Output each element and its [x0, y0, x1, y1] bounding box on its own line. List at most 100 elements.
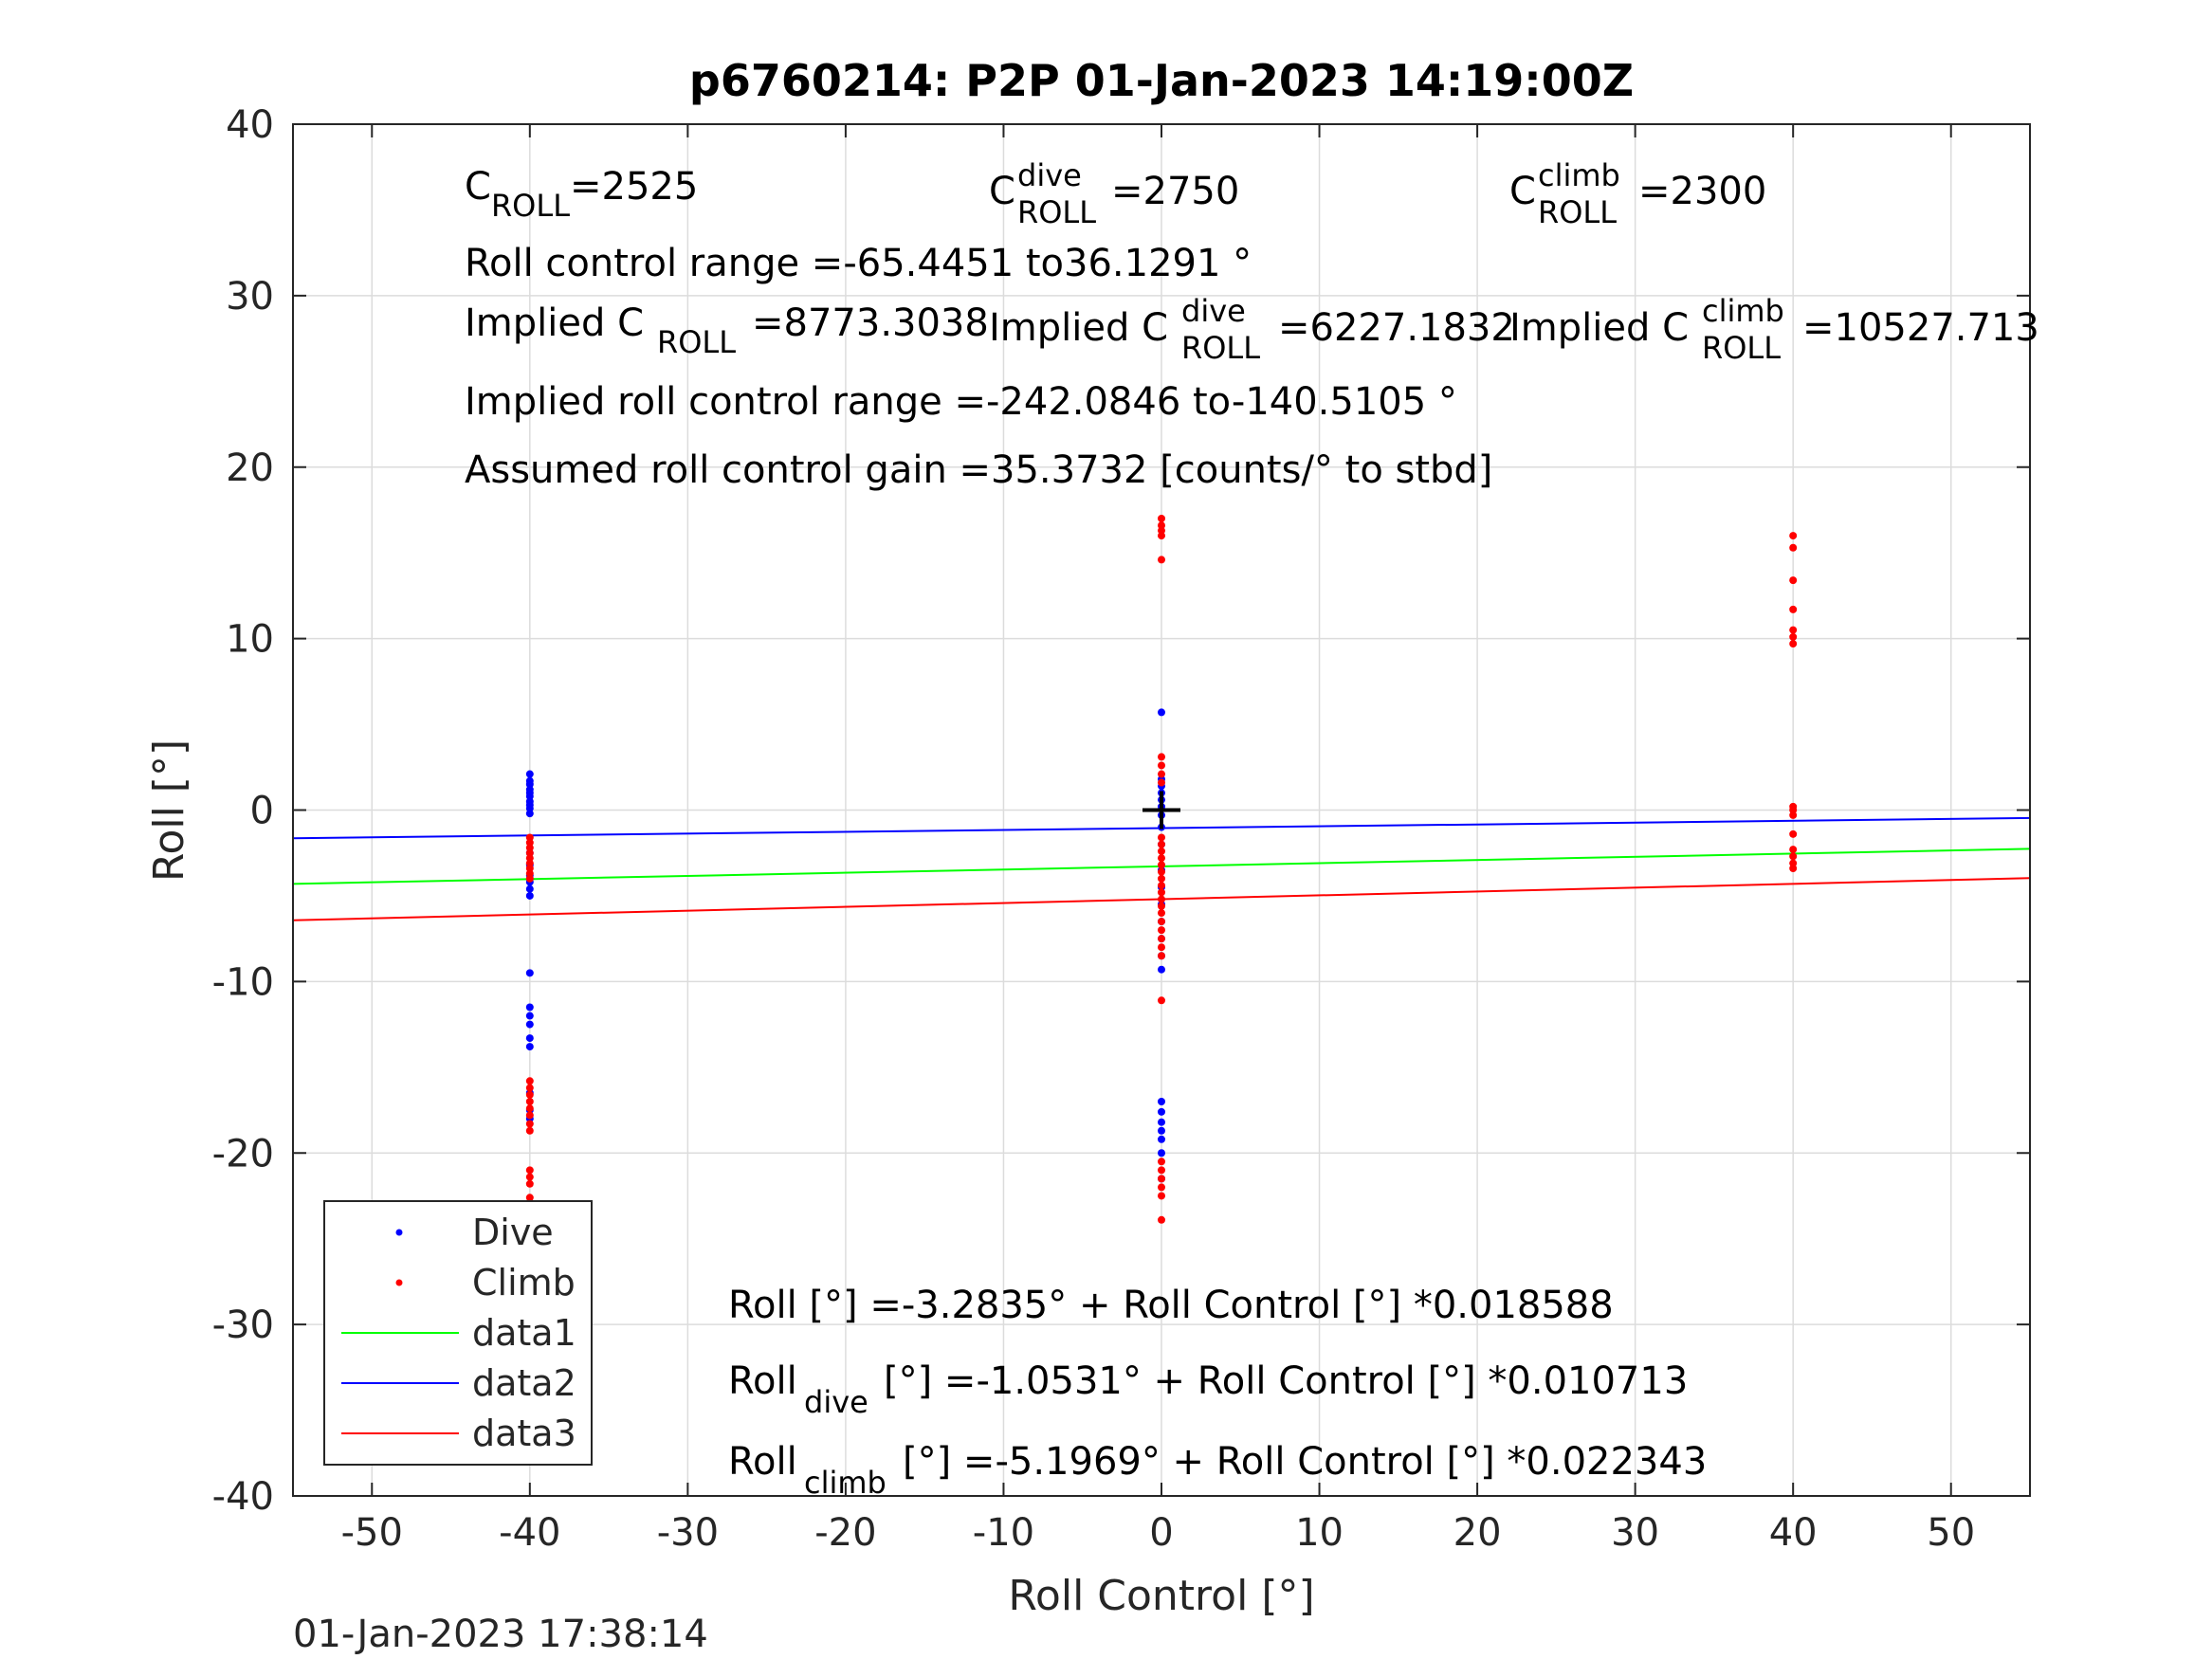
legend-label-data3: data3: [472, 1413, 576, 1454]
point-climb: [525, 1166, 534, 1175]
annotation-c-roll-climb: Cclimb ROLL =2300: [1509, 157, 1766, 230]
point-climb: [525, 1179, 534, 1188]
point-climb: [525, 1077, 534, 1085]
point-dive: [1158, 1149, 1165, 1158]
chart-title: p6760214: P2P 01-Jan-2023 14:19:00Z: [689, 55, 1634, 106]
annotation-c-roll: CROLL=2525: [465, 165, 698, 224]
point-climb: [1789, 852, 1798, 861]
point-climb: [1789, 830, 1798, 838]
point-dive: [525, 770, 534, 778]
center-marker: [1143, 791, 1180, 830]
point-dive: [1158, 1097, 1165, 1105]
point-dive: [525, 884, 534, 893]
point-climb: [525, 1120, 534, 1128]
point-climb: [1158, 532, 1165, 540]
point-dive: [1158, 1135, 1165, 1143]
point-dive: [525, 969, 534, 977]
point-climb: [1158, 952, 1165, 960]
point-climb: [1158, 902, 1165, 910]
annotation-roll-range: Roll control range =-65.4451 to36.1291 °: [465, 242, 1252, 285]
point-climb: [1158, 1192, 1165, 1200]
point-climb: [525, 1126, 534, 1135]
point-climb: [1158, 833, 1165, 842]
legend-label-data2: data2: [472, 1362, 576, 1404]
point-climb: [1789, 605, 1798, 613]
point-climb: [1158, 888, 1165, 897]
y-tick-label: 10: [226, 618, 274, 662]
point-climb: [1158, 1166, 1165, 1175]
x-tick-label: -20: [814, 1511, 876, 1555]
point-climb: [1789, 864, 1798, 872]
legend-label-dive: Dive: [472, 1212, 554, 1253]
x-tick-label: -40: [499, 1511, 560, 1555]
timestamp: 01-Jan-2023 17:38:14: [293, 1613, 708, 1656]
x-tick-label: 50: [1927, 1511, 1975, 1555]
point-climb: [1789, 846, 1798, 854]
point-dive: [525, 1043, 534, 1051]
point-climb: [1158, 874, 1165, 883]
point-dive: [525, 1034, 534, 1043]
point-climb: [525, 1084, 534, 1092]
fit-equation-climb: Roll climb [°] =-5.1969° + Roll Control [°…: [728, 1440, 1707, 1501]
point-climb: [1158, 847, 1165, 855]
legend-label-data1: data1: [472, 1312, 576, 1354]
legend-label-climb: Climb: [472, 1262, 576, 1304]
axes-box: [292, 123, 2031, 1497]
point-climb: [525, 1090, 534, 1099]
point-climb: [1158, 515, 1165, 523]
point-climb: [525, 1104, 534, 1113]
point-climb: [1789, 576, 1798, 585]
point-climb: [1158, 996, 1165, 1005]
point-climb: [1158, 882, 1165, 890]
point-dive: [525, 810, 534, 818]
point-climb: [1158, 861, 1165, 869]
point-climb: [1158, 854, 1165, 863]
point-dive: [1158, 965, 1165, 974]
x-tick-label: -30: [657, 1511, 719, 1555]
x-tick-label: 10: [1295, 1511, 1344, 1555]
legend-swatch-dive: [395, 1229, 403, 1236]
point-climb: [525, 1173, 534, 1181]
point-climb: [1158, 770, 1165, 778]
point-climb: [525, 874, 534, 883]
y-tick-label: -20: [212, 1132, 274, 1176]
point-climb: [1158, 556, 1165, 564]
annotation-implied-c-roll: Implied C ROLL =8773.3038: [465, 301, 989, 360]
point-climb: [1158, 943, 1165, 952]
point-climb: [1158, 840, 1165, 848]
y-tick-label: -30: [212, 1304, 274, 1347]
y-tick-label: 30: [226, 275, 274, 319]
point-climb: [525, 1097, 534, 1105]
point-climb: [1158, 1158, 1165, 1166]
point-climb: [1158, 1215, 1165, 1224]
point-climb: [1789, 543, 1798, 552]
point-climb: [1158, 895, 1165, 903]
point-dive: [1158, 708, 1165, 717]
y-tick-label: 20: [226, 447, 274, 490]
y-tick-label: -10: [212, 960, 274, 1004]
x-tick-label: 20: [1453, 1511, 1502, 1555]
point-climb: [1158, 778, 1165, 787]
x-tick-label: -50: [341, 1511, 403, 1555]
legend-swatch-climb: [395, 1279, 403, 1286]
y-tick-label: -40: [212, 1475, 274, 1519]
point-dive: [1158, 1126, 1165, 1135]
point-climb: [1789, 532, 1798, 540]
point-climb: [1158, 761, 1165, 770]
point-dive: [1158, 1107, 1165, 1116]
y-tick-label: 0: [250, 790, 274, 833]
point-climb: [1158, 935, 1165, 943]
fit-equation-all: Roll [°] =-3.2835° + Roll Control [°] *0…: [728, 1284, 1614, 1327]
tick-labels: -50 -40 -30 -20 -10 0 10 20 30 40 50 -40 -30 -20 -10 0 1…: [212, 103, 1976, 1555]
point-dive: [525, 1020, 534, 1029]
annotation-c-roll-dive: Cdive ROLL =2750: [989, 157, 1239, 230]
x-axis-label: Roll Control [°]: [1008, 1572, 1314, 1620]
y-axis-label: Roll [°]: [145, 739, 193, 882]
x-tick-label: 40: [1769, 1511, 1818, 1555]
point-climb: [525, 1111, 534, 1120]
fit-equation-dive: Roll dive [°] =-1.0531° + Roll Control [°]…: [728, 1359, 1688, 1420]
x-tick-label: -10: [973, 1511, 1034, 1555]
